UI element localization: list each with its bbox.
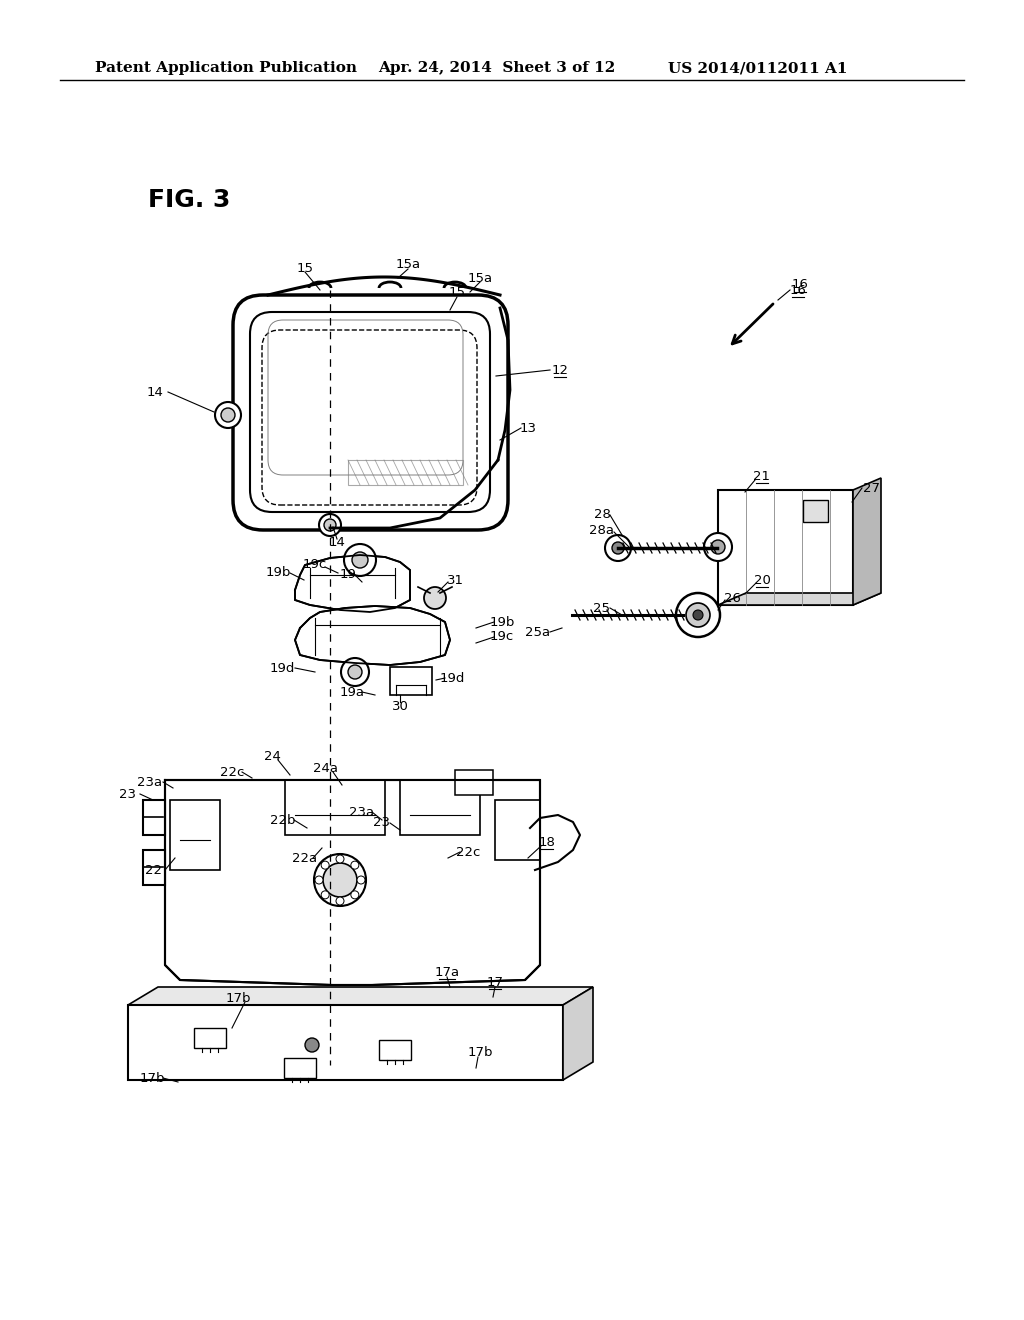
Circle shape bbox=[215, 403, 241, 428]
Text: 21: 21 bbox=[754, 470, 770, 483]
Text: 15: 15 bbox=[297, 261, 313, 275]
Text: 17b: 17b bbox=[139, 1072, 165, 1085]
Text: 26: 26 bbox=[724, 591, 740, 605]
Text: 28a: 28a bbox=[590, 524, 614, 536]
Text: 23: 23 bbox=[120, 788, 136, 800]
Text: 19c: 19c bbox=[303, 558, 327, 572]
Circle shape bbox=[323, 863, 357, 898]
Text: 23: 23 bbox=[374, 817, 390, 829]
Text: 23a: 23a bbox=[349, 805, 375, 818]
Circle shape bbox=[676, 593, 720, 638]
Text: 20: 20 bbox=[754, 573, 770, 586]
Bar bbox=[803, 500, 828, 521]
Circle shape bbox=[351, 861, 358, 869]
Text: 22a: 22a bbox=[293, 851, 317, 865]
Text: 22c: 22c bbox=[456, 846, 480, 858]
Circle shape bbox=[612, 543, 624, 554]
Text: 24: 24 bbox=[263, 750, 281, 763]
Text: 19b: 19b bbox=[489, 615, 515, 628]
Circle shape bbox=[693, 610, 703, 620]
Text: 16: 16 bbox=[790, 284, 807, 297]
Text: 24a: 24a bbox=[312, 762, 338, 775]
Circle shape bbox=[319, 513, 341, 536]
Text: 23a: 23a bbox=[137, 776, 163, 788]
Circle shape bbox=[324, 519, 336, 531]
Text: 25: 25 bbox=[594, 602, 610, 615]
Circle shape bbox=[336, 855, 344, 863]
Circle shape bbox=[352, 552, 368, 568]
Text: FIG. 3: FIG. 3 bbox=[148, 187, 230, 213]
Circle shape bbox=[424, 587, 446, 609]
Bar bbox=[284, 1059, 316, 1078]
Text: 19c: 19c bbox=[489, 631, 514, 644]
Bar bbox=[348, 459, 463, 484]
Text: 12: 12 bbox=[552, 363, 568, 376]
Text: 18: 18 bbox=[539, 836, 555, 849]
Bar bbox=[379, 1040, 411, 1060]
Text: 15a: 15a bbox=[467, 272, 493, 285]
Text: 17b: 17b bbox=[467, 1047, 493, 1060]
Text: 22b: 22b bbox=[270, 813, 296, 826]
Text: Patent Application Publication: Patent Application Publication bbox=[95, 61, 357, 75]
Text: 27: 27 bbox=[863, 482, 881, 495]
Polygon shape bbox=[295, 606, 450, 665]
Text: 13: 13 bbox=[519, 421, 537, 434]
Text: 17b: 17b bbox=[225, 991, 251, 1005]
Polygon shape bbox=[165, 780, 540, 985]
Circle shape bbox=[221, 408, 234, 422]
Text: 19d: 19d bbox=[439, 672, 465, 685]
Circle shape bbox=[322, 861, 329, 869]
Circle shape bbox=[305, 1038, 319, 1052]
Text: 14: 14 bbox=[146, 385, 164, 399]
Text: 17a: 17a bbox=[434, 965, 460, 978]
Circle shape bbox=[351, 891, 358, 899]
Text: 22: 22 bbox=[144, 863, 162, 876]
Text: 22c: 22c bbox=[220, 766, 244, 779]
Circle shape bbox=[705, 533, 732, 561]
Bar bbox=[285, 780, 385, 836]
Bar bbox=[143, 800, 165, 836]
Text: 19d: 19d bbox=[269, 661, 295, 675]
Bar bbox=[143, 850, 165, 884]
Circle shape bbox=[344, 544, 376, 576]
Polygon shape bbox=[128, 1005, 563, 1080]
Bar bbox=[194, 1028, 226, 1048]
Text: 17: 17 bbox=[486, 975, 504, 989]
Text: 15a: 15a bbox=[395, 259, 421, 272]
Circle shape bbox=[605, 535, 631, 561]
Bar bbox=[495, 800, 540, 861]
Text: Apr. 24, 2014  Sheet 3 of 12: Apr. 24, 2014 Sheet 3 of 12 bbox=[378, 61, 615, 75]
Bar bbox=[170, 800, 220, 870]
Text: 16: 16 bbox=[792, 279, 808, 292]
Polygon shape bbox=[128, 987, 593, 1005]
Circle shape bbox=[336, 898, 344, 906]
Polygon shape bbox=[718, 593, 881, 605]
Text: 15: 15 bbox=[449, 286, 466, 300]
Circle shape bbox=[341, 657, 369, 686]
Text: 25a: 25a bbox=[525, 626, 551, 639]
Bar bbox=[400, 780, 480, 836]
Circle shape bbox=[686, 603, 710, 627]
Circle shape bbox=[357, 876, 365, 884]
Polygon shape bbox=[563, 987, 593, 1080]
Bar bbox=[390, 667, 432, 696]
Polygon shape bbox=[295, 554, 410, 612]
Bar bbox=[718, 490, 853, 605]
Text: 31: 31 bbox=[446, 573, 464, 586]
Text: US 2014/0112011 A1: US 2014/0112011 A1 bbox=[668, 61, 848, 75]
Circle shape bbox=[322, 891, 329, 899]
Polygon shape bbox=[853, 478, 881, 605]
Text: 19: 19 bbox=[340, 568, 356, 581]
Bar bbox=[455, 770, 493, 795]
Text: 28: 28 bbox=[594, 508, 610, 521]
Text: 14: 14 bbox=[329, 536, 345, 549]
Text: 30: 30 bbox=[391, 700, 409, 713]
Circle shape bbox=[348, 665, 362, 678]
Circle shape bbox=[315, 876, 323, 884]
Text: 19b: 19b bbox=[265, 566, 291, 579]
Text: 19a: 19a bbox=[340, 685, 365, 698]
Circle shape bbox=[711, 540, 725, 554]
